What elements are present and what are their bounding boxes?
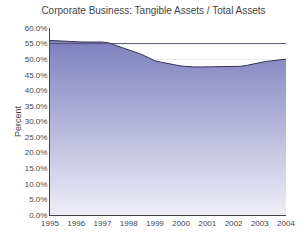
- svg-text:10.0%: 10.0%: [25, 180, 48, 189]
- svg-text:60.0%: 60.0%: [25, 24, 48, 33]
- svg-text:25.0%: 25.0%: [25, 133, 48, 142]
- svg-text:0.0%: 0.0%: [29, 211, 47, 220]
- svg-text:40.0%: 40.0%: [25, 86, 48, 95]
- svg-text:2001: 2001: [198, 219, 216, 228]
- svg-text:1996: 1996: [67, 219, 85, 228]
- svg-text:1999: 1999: [146, 219, 164, 228]
- svg-text:55.0%: 55.0%: [25, 39, 48, 48]
- svg-text:Corporate Business: Tangible A: Corporate Business: Tangible Assets / To…: [41, 5, 265, 16]
- svg-text:1995: 1995: [41, 219, 59, 228]
- svg-text:15.0%: 15.0%: [25, 164, 48, 173]
- svg-text:Percent: Percent: [13, 105, 23, 137]
- svg-text:20.0%: 20.0%: [25, 148, 48, 157]
- svg-text:5.0%: 5.0%: [29, 195, 47, 204]
- svg-text:1997: 1997: [94, 219, 112, 228]
- svg-text:50.0%: 50.0%: [25, 55, 48, 64]
- svg-text:30.0%: 30.0%: [25, 117, 48, 126]
- svg-text:45.0%: 45.0%: [25, 71, 48, 80]
- svg-text:2004: 2004: [277, 219, 295, 228]
- svg-text:2000: 2000: [172, 219, 190, 228]
- svg-text:1998: 1998: [120, 219, 138, 228]
- svg-text:35.0%: 35.0%: [25, 102, 48, 111]
- svg-text:2003: 2003: [251, 219, 269, 228]
- svg-text:2002: 2002: [225, 219, 243, 228]
